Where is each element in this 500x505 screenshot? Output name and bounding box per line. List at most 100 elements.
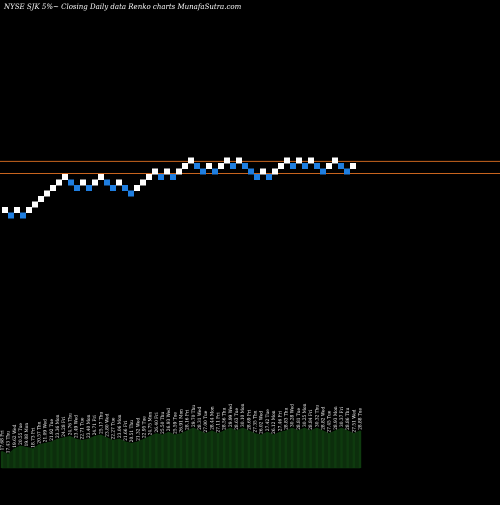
- renko-brick-down: [170, 174, 176, 180]
- volume-bar: [93, 436, 96, 468]
- renko-brick-up: [326, 163, 332, 169]
- volume-bar: [247, 430, 251, 468]
- volume-bar: [0, 451, 4, 468]
- volume-bar: [173, 434, 176, 468]
- renko-brick-up: [80, 179, 86, 186]
- volume-bar: [87, 439, 90, 468]
- volume-bar: [346, 430, 349, 468]
- volume-label: 20.51 Thu: [130, 420, 135, 442]
- volume-bar: [13, 448, 16, 468]
- volume-label: 26.02 Wed: [260, 411, 265, 434]
- volume-label: 28.63 Tue: [235, 407, 240, 429]
- volume-label: 25.17 Thu: [99, 412, 104, 434]
- volume-bar: [352, 433, 355, 468]
- renko-brick-down: [110, 185, 116, 191]
- renko-brick-down: [212, 168, 218, 175]
- renko-brick-down: [104, 179, 110, 186]
- renko-brick-up: [2, 207, 8, 213]
- volume-label: 28.44 Mon: [210, 406, 215, 430]
- renko-brick-up: [350, 163, 356, 169]
- volume-label: 23.80 Wed: [105, 413, 110, 436]
- renko-brick-down: [314, 163, 320, 169]
- volume-label: 28.31 Wed: [198, 407, 203, 430]
- volume-label: 21.92 Tue: [50, 418, 55, 440]
- renko-brick-down: [338, 163, 344, 169]
- volume-label: 18.73 Fri: [31, 427, 36, 448]
- volume-bar: [260, 434, 263, 468]
- renko-brick-down: [68, 179, 74, 186]
- renko-brick-up: [50, 185, 56, 191]
- volume-label: 19.62 Wed: [13, 424, 18, 447]
- volume-bar: [204, 433, 207, 468]
- volume-bar: [358, 430, 362, 468]
- volume-bar: [161, 434, 164, 468]
- volume-label: 28.93 Mon: [334, 406, 339, 430]
- volume-label: 27.46 Fri: [278, 410, 283, 431]
- volume-label: 28.69 Fri: [247, 409, 252, 430]
- volume-label: 23.49 Wed: [75, 415, 80, 438]
- volume-bar: [321, 430, 325, 468]
- volume-label: 23.06 Mon: [118, 414, 123, 438]
- volume-bar: [111, 440, 115, 468]
- volume-label: 28.88 Tue: [359, 407, 364, 429]
- volume-label: 23.36 Mon: [56, 414, 61, 438]
- renko-brick-up: [278, 163, 284, 169]
- volume-label: 28.83 Thu: [284, 407, 289, 429]
- volume-bar: [229, 428, 232, 468]
- volume-label: 28.82 Wed: [322, 407, 327, 430]
- volume-bar: [167, 432, 170, 468]
- renko-brick-down: [20, 212, 26, 219]
- volume-label: 17.43 Thu: [7, 431, 12, 453]
- volume-label: 25.50 Thu: [161, 412, 166, 434]
- renko-brick-up: [38, 196, 44, 202]
- renko-brick-down: [158, 174, 164, 180]
- volume-label: 27.45 Tue: [328, 410, 333, 432]
- renko-brick-up: [332, 157, 338, 164]
- renko-brick-up: [284, 157, 290, 164]
- volume-bar: [210, 430, 214, 468]
- volume-label: 27.42 Tue: [266, 409, 271, 431]
- renko-brick-up: [308, 157, 314, 164]
- volume-label: 30.25 Mon: [303, 403, 308, 427]
- volume-label: 26.93 Wed: [167, 408, 172, 431]
- renko-brick-up: [152, 168, 158, 175]
- renko-brick-down: [86, 185, 92, 191]
- volume-bar: [130, 443, 133, 468]
- renko-brick-down: [128, 190, 134, 197]
- volume-bar: [241, 428, 244, 468]
- volume-label: 20.55 Tue: [19, 423, 24, 445]
- volume-bar: [50, 441, 53, 468]
- volume-bar: [7, 454, 10, 468]
- volume-bar: [148, 436, 152, 468]
- volume-label: 26.91 Mon: [180, 409, 185, 433]
- renko-brick-up: [140, 179, 146, 186]
- volume-label: 19.08 Mon: [25, 423, 30, 447]
- renko-brick-up: [164, 168, 170, 175]
- volume-bar: [297, 430, 300, 468]
- volume-bar: [309, 430, 312, 468]
- volume-bar: [340, 428, 343, 468]
- renko-brick-up: [134, 185, 140, 191]
- volume-label: 21.09 Wed: [44, 419, 49, 442]
- renko-brick-up: [26, 207, 32, 213]
- volume-bar: [118, 439, 121, 468]
- renko-brick-down: [230, 163, 236, 169]
- renko-brick-up: [92, 179, 98, 186]
- volume-bar: [327, 433, 331, 468]
- volume-bar: [124, 441, 127, 468]
- volume-bar: [334, 430, 337, 468]
- volume-label: 27.11 Fri: [217, 412, 222, 433]
- volume-label: 30.37 Fri: [340, 406, 345, 427]
- volume-bar: [44, 443, 47, 468]
- renko-brick-up: [296, 157, 302, 164]
- volume-label: 29.70 Thu: [192, 405, 197, 427]
- volume-bar: [266, 432, 269, 468]
- volume-bar: [68, 436, 72, 468]
- renko-brick-up: [218, 163, 224, 169]
- renko-brick-down: [320, 168, 326, 175]
- renko-brick-down: [290, 163, 296, 169]
- volume-label: 26.40 Fri: [155, 412, 160, 433]
